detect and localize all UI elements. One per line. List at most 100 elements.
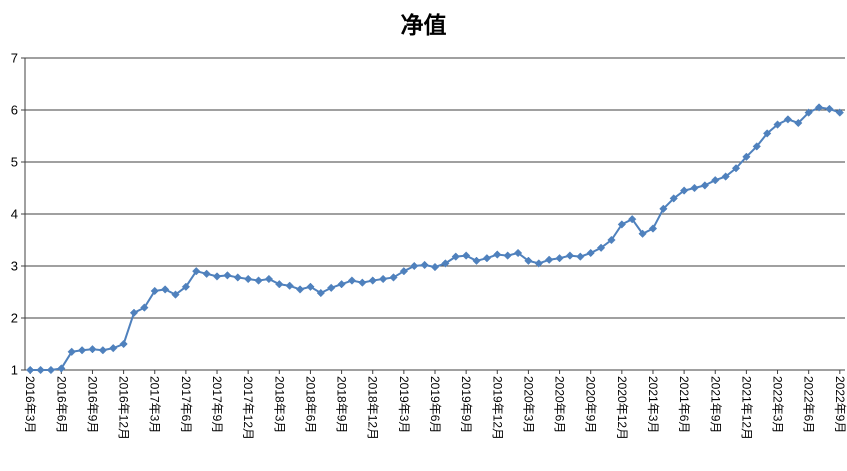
x-tick-label: 2019年9月 [459, 376, 473, 433]
y-tick-label: 5 [11, 155, 18, 170]
data-point-marker [679, 186, 689, 195]
chart-title: 净值 [400, 12, 447, 38]
data-point-marker [285, 281, 294, 290]
data-point-marker [576, 252, 585, 261]
x-tick-label: 2022年3月 [771, 376, 785, 433]
x-tick-label: 2017年3月 [148, 376, 162, 433]
data-point-marker [555, 254, 564, 263]
data-point-marker [337, 280, 346, 289]
data-point-marker [192, 267, 201, 276]
data-point-marker [399, 267, 409, 276]
data-point-marker [389, 273, 398, 282]
data-point-marker [794, 118, 803, 128]
x-tick-label: 2019年6月 [428, 376, 442, 433]
x-tick-label: 2021年6月 [677, 376, 691, 433]
data-point-marker [513, 248, 523, 258]
x-tick-label: 2018年6月 [303, 376, 317, 433]
data-point-marker [534, 259, 543, 268]
data-point-marker [264, 274, 274, 284]
data-point-marker [503, 251, 512, 260]
data-point-marker [295, 285, 305, 294]
data-point-marker [254, 276, 263, 285]
data-point-marker [814, 103, 824, 112]
x-tick-label: 2016年9月 [85, 376, 99, 433]
data-point-marker [150, 286, 159, 296]
data-point-marker [140, 303, 149, 312]
x-tick-label: 2021年9月 [708, 376, 722, 433]
data-point-marker [762, 129, 772, 138]
data-point-marker [420, 260, 429, 270]
data-point-marker [659, 204, 668, 213]
data-point-marker [545, 255, 554, 264]
data-point-marker [773, 120, 782, 129]
x-tick-label: 2016年6月 [54, 376, 68, 433]
data-point-marker [700, 181, 710, 190]
y-tick-label: 3 [11, 259, 18, 274]
data-point-marker [607, 235, 616, 245]
data-point-marker [244, 274, 253, 284]
x-tick-label: 2019年3月 [397, 376, 411, 433]
data-point-marker [731, 164, 741, 173]
data-point-marker [368, 276, 377, 285]
data-point-marker [711, 176, 720, 185]
data-point-marker [472, 256, 481, 265]
x-tick-label: 2022年6月 [802, 376, 816, 433]
data-point-marker [482, 254, 492, 263]
data-point-marker [617, 220, 626, 229]
data-point-marker [160, 285, 170, 294]
data-point-marker [119, 339, 128, 349]
data-point-marker [565, 251, 575, 260]
series-line [29, 106, 841, 371]
data-point-marker [57, 364, 66, 373]
x-tick-label: 2022年9月 [833, 376, 847, 433]
data-point-marker [524, 256, 533, 265]
data-point-marker [233, 273, 242, 282]
data-point-marker [275, 280, 284, 289]
data-point-marker [690, 183, 699, 193]
data-point-marker [648, 224, 658, 233]
x-tick-label: 2017年6月 [179, 376, 193, 433]
data-point-marker [67, 347, 76, 356]
x-tick-label: 2021年12月 [739, 376, 753, 440]
x-tick-label: 2020年12月 [615, 376, 629, 440]
data-point-marker [378, 274, 388, 284]
data-point-marker [171, 290, 180, 299]
data-point-marker [223, 271, 232, 280]
x-tick-label: 2016年3月 [23, 376, 37, 433]
data-point-marker [742, 152, 751, 161]
data-point-marker [721, 172, 730, 181]
data-point-marker [783, 115, 793, 124]
x-tick-label: 2020年6月 [553, 376, 567, 433]
x-tick-label: 2018年12月 [366, 376, 380, 440]
y-tick-label: 6 [11, 103, 18, 118]
data-point-marker [835, 108, 844, 117]
data-point-marker [88, 345, 97, 354]
data-point-marker [669, 194, 678, 203]
x-tick-label: 2018年3月 [272, 376, 286, 433]
data-point-marker [586, 248, 595, 258]
y-tick-label: 1 [11, 363, 18, 378]
x-tick-label: 2016年12月 [117, 376, 131, 440]
y-tick-label: 2 [11, 311, 18, 326]
data-point-marker [358, 278, 367, 287]
data-point-marker [347, 276, 357, 285]
data-point-marker [109, 344, 118, 353]
x-tick-label: 2017年9月 [210, 376, 224, 433]
data-point-marker [26, 365, 35, 375]
y-tick-label: 7 [11, 51, 18, 66]
data-point-marker [36, 365, 45, 375]
data-point-marker [596, 243, 606, 252]
data-point-marker [825, 104, 834, 114]
y-tick-label: 4 [11, 207, 18, 222]
data-point-marker [441, 259, 450, 268]
x-tick-label: 2021年3月 [646, 376, 660, 433]
data-point-marker [461, 251, 471, 260]
data-point-marker [202, 269, 211, 278]
x-tick-label: 2020年9月 [584, 376, 598, 433]
x-tick-label: 2019年12月 [490, 376, 504, 440]
data-point-marker [129, 308, 139, 317]
data-point-marker [430, 262, 440, 272]
data-point-marker [77, 346, 87, 355]
